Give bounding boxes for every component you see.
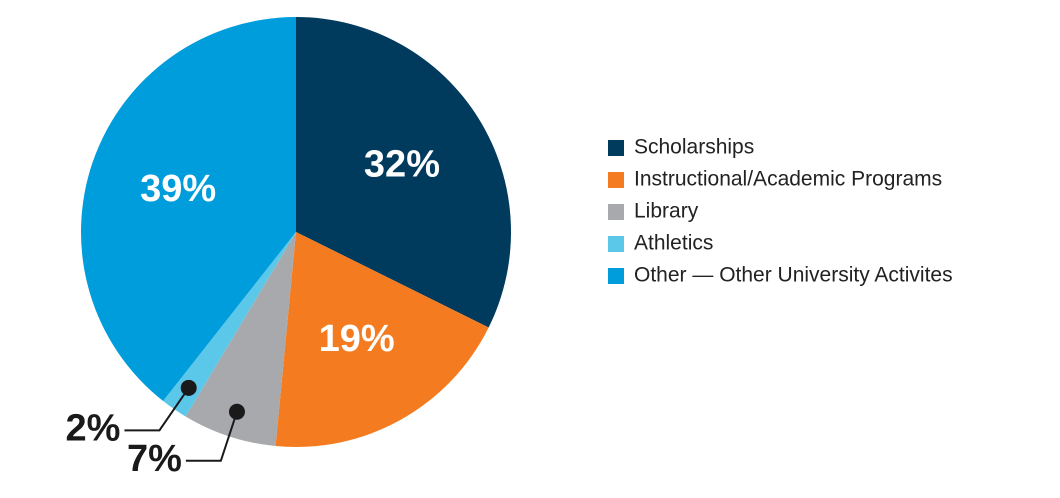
legend-label: Athletics — [634, 232, 713, 255]
legend-label: Other — Other University Activites — [634, 264, 953, 287]
leader-line — [124, 387, 190, 432]
legend-swatch — [608, 204, 624, 220]
legend-swatch — [608, 268, 624, 284]
pie-slice — [163, 232, 296, 417]
legend-label: Scholarships — [634, 136, 754, 159]
legend-label: Instructional/Academic Programs — [634, 168, 942, 191]
slice-label: 2% — [66, 407, 121, 449]
slice-label: 7% — [127, 438, 182, 480]
pie-slice — [81, 17, 297, 402]
legend-swatch — [608, 140, 624, 156]
leader-line — [185, 411, 238, 462]
pie-slice — [296, 17, 512, 328]
pie-slice — [275, 232, 489, 447]
legend-label: Library — [634, 200, 699, 223]
slice-label: 32% — [364, 143, 440, 185]
pie-slice — [185, 232, 296, 447]
slice-label: 39% — [140, 168, 216, 210]
legend-swatch — [608, 236, 624, 252]
legend-swatch — [608, 172, 624, 188]
leader-dot — [180, 379, 197, 396]
slice-label: 19% — [319, 318, 395, 360]
leader-dot — [228, 403, 245, 420]
